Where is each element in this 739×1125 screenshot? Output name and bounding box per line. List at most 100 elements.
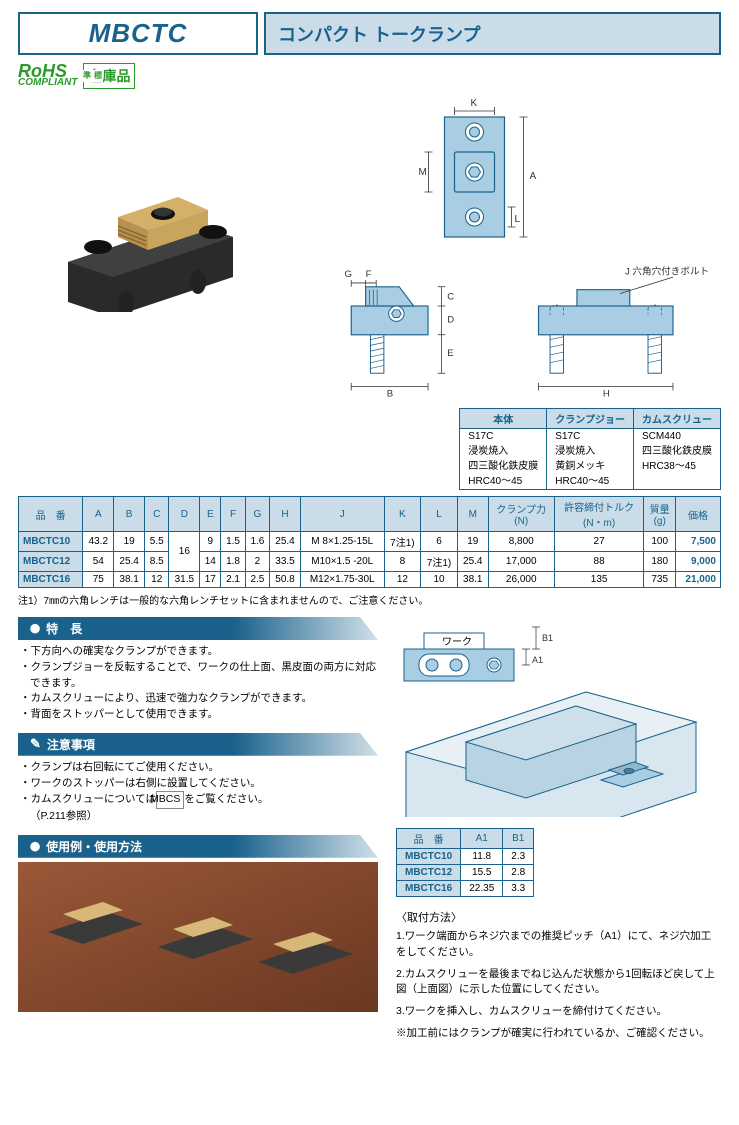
spec-cell: 19 [114, 532, 145, 552]
spec-cell: 10 [421, 572, 458, 588]
method-step: 3.ワークを挿入し、カムスクリューを締付けてください。 [396, 1004, 721, 1020]
svg-text:K: K [471, 98, 478, 109]
features-header: 特 長 [18, 617, 378, 640]
svg-text:M: M [419, 167, 427, 178]
a1b1-table: 品 番 A1 B1 MBCTC1011.82.3 MBCTC1215.52.8 … [396, 828, 534, 897]
spec-header: K [384, 497, 421, 532]
spec-cell: 17 [200, 572, 221, 588]
spec-header: B [114, 497, 145, 532]
work-diagram: ワーク B1 A1 [396, 617, 721, 820]
mat-cell: SCM440四三酸化鉄皮膜HRC38～45 [634, 429, 721, 490]
svg-text:J 六角穴付きボルト: J 六角穴付きボルト [625, 265, 709, 277]
svg-text:G: G [344, 269, 351, 280]
spec-header: F [221, 497, 245, 532]
product-name: コンパクト トークランプ [278, 21, 480, 47]
rohs-badge: RoHS COMPLIANT [18, 64, 77, 88]
product-photo [18, 97, 288, 377]
spec-cell: 135 [554, 572, 644, 588]
material-table: 本体 クランプジョー カムスクリュー S17C浸炭焼入四三酸化鉄皮膜HRC40～… [459, 408, 721, 490]
spec-header: G [245, 497, 269, 532]
spec-cell: 50.8 [270, 572, 301, 588]
svg-text:B1: B1 [542, 633, 553, 643]
feature-item: 背面をストッパーとして使用できます。 [20, 707, 378, 723]
part-number: MBCTC12 [19, 552, 83, 572]
spec-cell: 16 [169, 532, 200, 572]
diagram-area: K M A L [18, 97, 721, 490]
price-cell: 9,000 [675, 552, 720, 572]
spec-cell: 12 [384, 572, 421, 588]
spec-cell: 9 [200, 532, 221, 552]
spec-cell: 8.5 [145, 552, 169, 572]
usage-header: 使用例・使用方法 [18, 835, 378, 858]
spec-cell: 75 [83, 572, 114, 588]
technical-drawings: K M A L [308, 97, 721, 490]
spec-header: A [83, 497, 114, 532]
caution-item: ワークのストッパーは右側に設置してください。 [20, 776, 378, 792]
spec-cell: 8,800 [488, 532, 554, 552]
spec-cell: 7注1) [421, 552, 458, 572]
spec-cell: 26,000 [488, 572, 554, 588]
spec-cell: 88 [554, 552, 644, 572]
spec-cell: 6 [421, 532, 458, 552]
method-title: 〈取付方法〉 [396, 909, 721, 925]
spec-cell: 25.4 [457, 552, 488, 572]
spec-cell: 25.4 [114, 552, 145, 572]
badges: RoHS COMPLIANT 在庫品 [18, 63, 721, 89]
spec-cell: 5.5 [145, 532, 169, 552]
mbcs-ref: MBCS [156, 791, 184, 809]
caution-list: クランプは右回転にてご使用ください。ワークのストッパーは右側に設置してください。… [18, 760, 378, 825]
method-step: 2.カムスクリューを最後までねじ込んだ状態から1回転ほど戻して上図（上面図）に示… [396, 967, 721, 999]
feature-item: カムスクリューにより、迅速で強力なクランプができます。 [20, 691, 378, 707]
price-cell: 7,500 [675, 532, 720, 552]
method-steps: 1.ワーク端面からネジ穴までの推奨ピッチ（A1）にて、ネジ穴加工をしてください。… [396, 929, 721, 1042]
spec-header: 質量(g) [644, 497, 675, 532]
spec-cell: 43.2 [83, 532, 114, 552]
spec-cell: 2.1 [221, 572, 245, 588]
spec-cell: 19 [457, 532, 488, 552]
spec-cell: 8 [384, 552, 421, 572]
spec-header: 価格 [675, 497, 720, 532]
spec-cell: 25.4 [270, 532, 301, 552]
spec-cell: 1.5 [221, 532, 245, 552]
svg-text:ワーク: ワーク [442, 636, 472, 648]
price-cell: 21,000 [675, 572, 720, 588]
spec-cell: 1.6 [245, 532, 269, 552]
spec-cell: 31.5 [169, 572, 200, 588]
svg-text:H: H [603, 388, 610, 399]
spec-cell: 12 [145, 572, 169, 588]
product-code: MBCTC [89, 18, 188, 49]
spec-table: 品 番ABCDEFGHJKLMクランプ力(N)許容締付トルク(N・m)質量(g)… [18, 496, 721, 588]
spec-header: D [169, 497, 200, 532]
usage-photo [18, 862, 378, 1012]
svg-text:B: B [387, 388, 393, 399]
spec-header: H [270, 497, 301, 532]
spec-header: L [421, 497, 458, 532]
feature-item: クランプジョーを反転することで、ワークの仕上面、黒皮面の両方に対応できます。 [20, 660, 378, 692]
header: MBCTC コンパクト トークランプ [18, 12, 721, 55]
spec-cell: 735 [644, 572, 675, 588]
svg-text:A1: A1 [532, 655, 543, 665]
svg-text:L: L [515, 214, 521, 225]
caution-header: 注意事項 [18, 733, 378, 756]
svg-text:F: F [366, 269, 372, 280]
spec-header: J [300, 497, 384, 532]
stock-badge: 在庫品 [83, 63, 135, 89]
footnote: 注1）7㎜の六角レンチは一般的な六角レンチセットに含まれませんので、ご注意くださ… [18, 592, 721, 607]
spec-cell: M 8×1.25-15L [300, 532, 384, 552]
mat-cell: S17C浸炭焼入四三酸化鉄皮膜HRC40～45 [460, 429, 547, 490]
svg-text:E: E [447, 348, 453, 359]
spec-cell: 7注1) [384, 532, 421, 552]
spec-cell: 54 [83, 552, 114, 572]
product-name-box: コンパクト トークランプ [264, 12, 721, 55]
caution-item: カムスクリューについてはMBCSをご覧ください。（P.211参照） [20, 791, 378, 825]
part-number: MBCTC16 [19, 572, 83, 588]
spec-header: クランプ力(N) [488, 497, 554, 532]
svg-text:D: D [447, 314, 454, 325]
caution-item: クランプは右回転にてご使用ください。 [20, 760, 378, 776]
spec-cell: 38.1 [457, 572, 488, 588]
spec-header: C [145, 497, 169, 532]
spec-cell: 100 [644, 532, 675, 552]
spec-cell: 1.8 [221, 552, 245, 572]
method-step: 1.ワーク端面からネジ穴までの推奨ピッチ（A1）にて、ネジ穴加工をしてください。 [396, 929, 721, 961]
svg-text:C: C [447, 291, 454, 302]
